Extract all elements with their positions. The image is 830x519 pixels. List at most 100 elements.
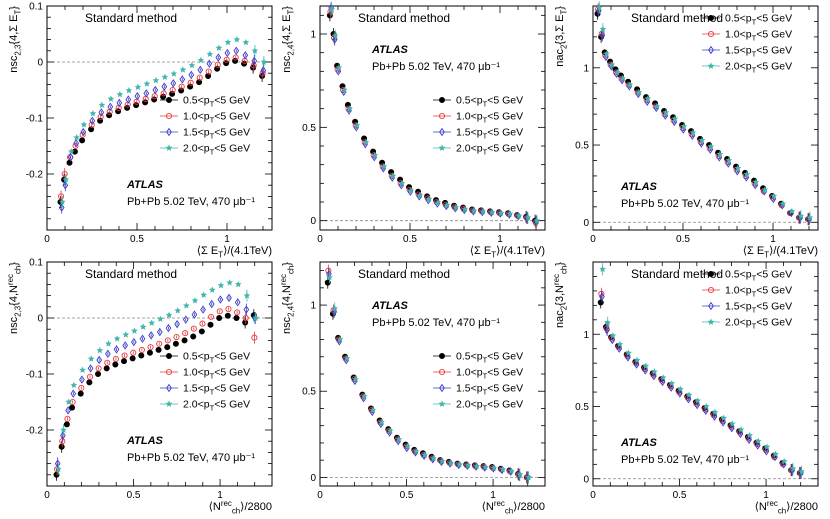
data-point	[443, 201, 451, 209]
data-point	[87, 355, 95, 362]
data-point	[151, 93, 158, 100]
data-point	[651, 371, 657, 381]
legend: 0.5<pT<5 GeV 1.0<pT<5 GeV 1.5<pT<5 GeV 2.0<…	[160, 351, 250, 413]
data-point	[698, 136, 706, 144]
x-tick-label: 0	[317, 490, 323, 501]
data-point	[147, 344, 154, 351]
data-point	[412, 447, 420, 455]
data-point	[65, 398, 73, 405]
y-tick-label: 0	[310, 216, 316, 227]
data-point	[772, 450, 780, 458]
data-point	[604, 319, 612, 326]
data-point	[120, 358, 127, 365]
data-point	[734, 164, 742, 172]
data-point	[233, 314, 240, 321]
data-point	[60, 431, 66, 440]
data-point	[188, 61, 196, 69]
plot-frame	[592, 261, 819, 487]
data-point	[746, 435, 752, 444]
x-tick-label: 0.5	[130, 234, 144, 245]
data-point	[635, 88, 643, 96]
legend-marker	[165, 112, 173, 120]
data-point	[191, 310, 198, 319]
data-point	[395, 435, 403, 443]
data-point	[340, 86, 348, 93]
data-point	[232, 54, 239, 61]
data-point	[720, 418, 726, 427]
x-axis-label: ⟨Nrecch⟩/2800	[755, 499, 818, 515]
data-point	[352, 375, 359, 383]
data-point	[113, 345, 120, 354]
data-point	[260, 66, 267, 75]
data-point	[73, 134, 81, 141]
series-4	[326, 271, 533, 484]
data-point	[161, 82, 168, 91]
data-point	[680, 122, 688, 130]
legend-marker	[438, 352, 445, 359]
data-point	[737, 426, 745, 433]
legend-marker	[439, 383, 445, 393]
data-point	[260, 58, 268, 65]
data-point	[633, 356, 641, 364]
data-point	[470, 207, 478, 214]
y-axis-label: nac2{3,Nrecch}	[552, 262, 568, 328]
data-point	[252, 314, 260, 321]
data-point	[208, 313, 215, 320]
data-point	[205, 68, 212, 75]
data-point	[242, 319, 249, 326]
legend-entry: 0.5<pT<5 GeV	[725, 13, 792, 27]
data-point	[416, 191, 424, 199]
data-point	[326, 273, 333, 281]
data-point	[490, 464, 498, 471]
data-point	[353, 121, 361, 129]
data-point	[148, 319, 156, 326]
legend-marker	[165, 368, 173, 376]
data-point	[806, 214, 814, 221]
data-point	[178, 83, 185, 90]
data-point	[226, 279, 234, 286]
legend-marker	[438, 144, 446, 151]
data-point	[746, 431, 754, 439]
x-tick-label: 1	[224, 234, 230, 245]
series-3	[54, 293, 258, 470]
data-point	[515, 212, 523, 219]
data-point	[685, 391, 693, 398]
data-point	[331, 35, 338, 44]
y-tick-label: 0.5	[575, 402, 589, 413]
data-point	[179, 75, 186, 84]
atlas-label: ATLAS	[371, 300, 409, 312]
data-point	[160, 90, 167, 97]
series-4	[599, 263, 806, 478]
y-tick-label: 0	[310, 473, 316, 484]
y-tick-label: 0	[37, 58, 43, 69]
data-point	[488, 208, 496, 216]
data-point	[619, 75, 627, 82]
data-point	[64, 415, 71, 422]
data-point	[58, 203, 65, 212]
data-point	[217, 281, 225, 289]
data-point	[196, 79, 203, 86]
data-point	[206, 50, 214, 58]
data-point	[87, 364, 94, 373]
data-point	[233, 46, 240, 56]
data-point	[507, 467, 515, 475]
data-point	[164, 344, 171, 351]
data-point	[728, 423, 735, 433]
data-point	[138, 352, 145, 359]
data-point	[223, 56, 230, 63]
data-point	[107, 95, 115, 102]
x-tick-label: 0	[590, 234, 596, 245]
data-point	[134, 83, 142, 91]
legend-entry: 1.5<pT<5 GeV	[725, 45, 792, 59]
data-point	[743, 170, 751, 178]
data-point	[447, 459, 455, 466]
data-point	[112, 355, 119, 362]
data-point	[434, 199, 442, 206]
data-point	[98, 108, 105, 117]
data-point	[438, 457, 446, 465]
data-point	[685, 395, 692, 404]
data-point	[139, 323, 147, 330]
data-point	[86, 373, 94, 380]
data-point	[461, 205, 469, 213]
data-point	[642, 366, 649, 375]
